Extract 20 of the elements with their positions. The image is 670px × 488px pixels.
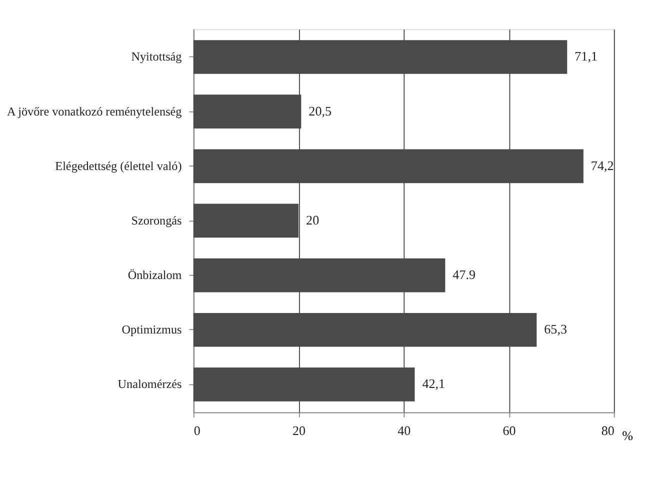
y-tick-label: Elégedettség (élettel való) bbox=[55, 158, 182, 173]
x-tick-label: 60 bbox=[502, 423, 516, 438]
data-label: 47.9 bbox=[452, 267, 476, 282]
data-label: 74,2 bbox=[590, 158, 614, 173]
y-tick-label: Önbizalom bbox=[128, 268, 182, 282]
y-tick-label: A jövőre vonatkozó reménytelenség bbox=[7, 104, 182, 118]
y-tick-label: Optimizmus bbox=[122, 322, 182, 337]
data-label: 20,5 bbox=[308, 103, 332, 118]
data-label: 42,1 bbox=[422, 376, 446, 392]
x-tick-label: 0 bbox=[194, 423, 201, 438]
x-tick-label: 40 bbox=[398, 423, 412, 438]
data-label: 71,1 bbox=[574, 48, 598, 64]
data-label: 20 bbox=[306, 212, 320, 228]
x-axis-title: % bbox=[622, 428, 634, 443]
y-tick-label: Szorongás bbox=[131, 213, 182, 228]
data-label: 65,3 bbox=[544, 322, 568, 337]
x-tick-label: 20 bbox=[292, 423, 306, 438]
x-tick-label: 80 bbox=[601, 423, 615, 438]
y-tick-label: Unalomérzés bbox=[118, 377, 182, 392]
y-tick-label: Nyitottság bbox=[131, 50, 182, 64]
